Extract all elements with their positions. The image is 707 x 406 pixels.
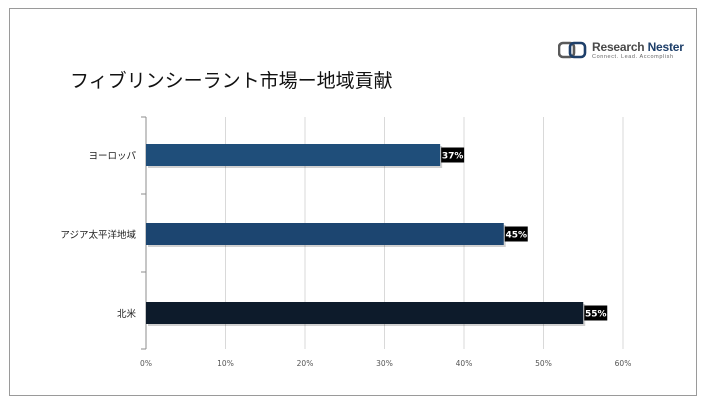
data-label-background (584, 305, 608, 321)
x-tick-label: 0% (140, 359, 152, 368)
bar (146, 302, 584, 324)
logo-word-research: Research (592, 40, 645, 54)
x-tick-label: 20% (297, 359, 314, 368)
x-tick-label: 10% (217, 359, 234, 368)
data-label-background (441, 147, 465, 163)
data-label: 37% (442, 152, 464, 162)
bar (146, 144, 441, 166)
y-category-label: ヨーロッパ (88, 151, 136, 162)
y-category-label: 北米 (117, 308, 137, 320)
data-label: 55% (585, 310, 607, 320)
x-tick-label: 40% (456, 359, 473, 368)
logo-wordmark: Research Nester (592, 40, 684, 54)
bar (146, 223, 504, 245)
data-label-background (504, 226, 528, 242)
logo-word-nester: Nester (647, 40, 684, 54)
x-tick-label: 50% (535, 359, 552, 368)
slide-frame: フィブリンシーラント市場ー地域貢献 Research Nester Connec… (9, 8, 697, 396)
research-nester-logo-icon (558, 41, 587, 59)
x-tick-label: 30% (376, 359, 393, 368)
chart-title: フィブリンシーラント市場ー地域貢献 (70, 70, 393, 92)
logo-tagline: Connect. Lead. Accomplish (592, 54, 674, 60)
company-logo: Research Nester Connect. Lead. Accomplis… (558, 39, 688, 65)
data-label: 45% (505, 231, 527, 241)
y-category-label: アジア太平洋地域 (60, 229, 136, 241)
x-tick-label: 60% (615, 359, 632, 368)
